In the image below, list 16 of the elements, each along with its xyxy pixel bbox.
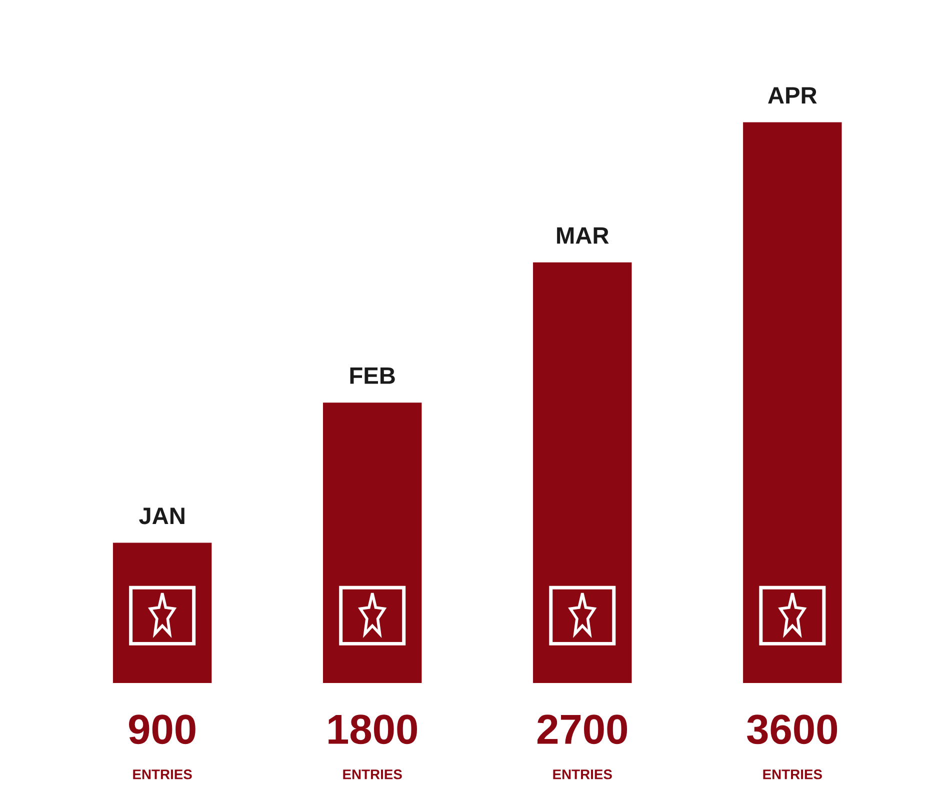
x-tick-label: FEB	[350, 368, 395, 384]
data-label: 900	[129, 714, 196, 744]
text: ENTRIES	[133, 769, 192, 780]
bar	[743, 122, 842, 683]
text: ENTRIES	[553, 769, 612, 780]
data-label: 1800	[328, 714, 417, 744]
text: ENTRIES	[343, 769, 402, 780]
bar	[112, 542, 212, 683]
data-label: 3600	[747, 714, 838, 744]
x-tick-label: MAR	[557, 227, 609, 244]
x-tick-label: JAN	[139, 508, 184, 524]
bar	[533, 262, 632, 683]
x-tick-label: APR	[768, 87, 817, 104]
data-label: 2700	[537, 714, 628, 744]
text: ENTRIES	[763, 769, 822, 780]
bar	[322, 402, 422, 683]
